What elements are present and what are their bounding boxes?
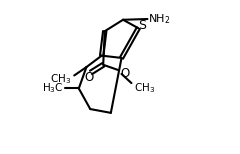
Text: CH$_3$: CH$_3$ [50,72,72,86]
Text: S: S [138,19,146,32]
Text: O: O [120,67,129,80]
Text: O: O [84,71,93,84]
Text: H$_3$C: H$_3$C [42,82,63,95]
Text: CH$_3$: CH$_3$ [134,81,155,95]
Text: NH$_2$: NH$_2$ [148,12,171,26]
